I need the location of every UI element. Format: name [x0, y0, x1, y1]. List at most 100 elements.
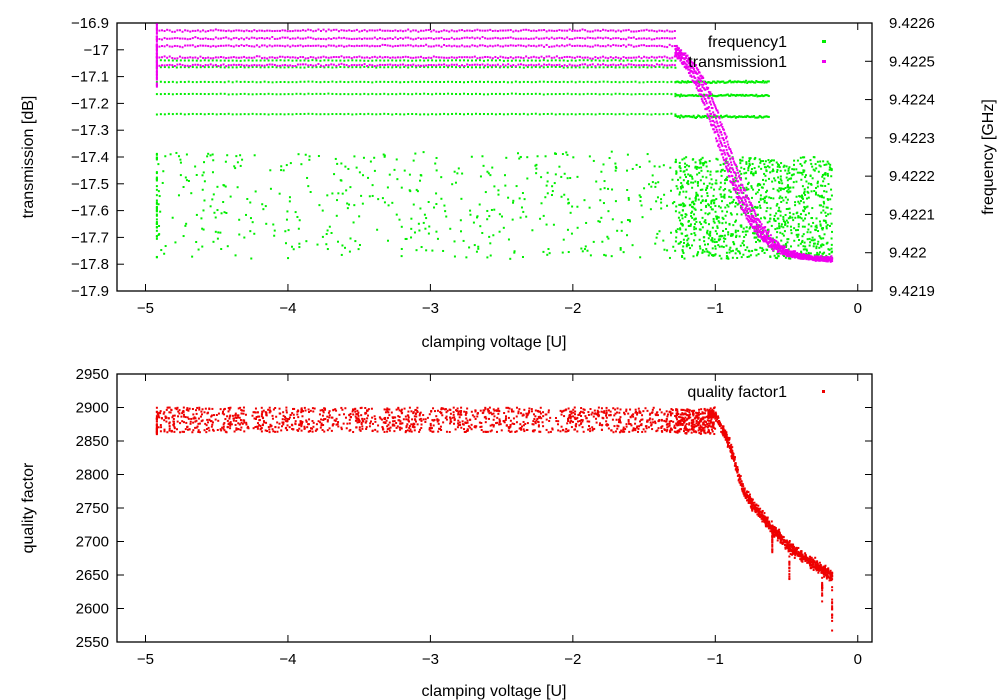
frequency1-point: [799, 163, 802, 166]
frequency1-point: [755, 93, 758, 96]
transmission1-point: [437, 30, 440, 33]
frequency1-point: [626, 219, 629, 222]
frequency1-point: [411, 112, 414, 115]
frequency1-point: [714, 81, 717, 84]
transmission1-point: [707, 97, 710, 100]
frequency1-point: [331, 113, 334, 116]
quality-factor1-point: [252, 411, 255, 414]
transmission1-point: [532, 29, 535, 32]
frequency1-point: [175, 59, 178, 62]
transmission1-point: [284, 36, 287, 39]
frequency1-point: [530, 92, 533, 95]
transmission1-point: [204, 44, 207, 47]
frequency1-point: [177, 194, 180, 197]
frequency1-point: [435, 113, 438, 116]
frequency1-point: [355, 80, 358, 83]
frequency1-point: [447, 80, 450, 83]
transmission1-point: [273, 29, 276, 32]
transmission1-point: [799, 257, 802, 260]
frequency1-point: [233, 165, 236, 168]
frequency1-point: [545, 223, 548, 226]
frequency1-point: [698, 221, 701, 224]
frequency1-point: [815, 245, 818, 248]
transmission1-point: [690, 74, 693, 77]
frequency1-point: [235, 113, 238, 116]
frequency1-point: [590, 80, 593, 83]
frequency1-point: [666, 81, 669, 84]
frequency1-point: [219, 113, 222, 116]
frequency1-point: [700, 195, 703, 198]
transmission1-point: [756, 229, 759, 232]
transmission1-point: [155, 43, 158, 46]
frequency1-point: [383, 155, 386, 158]
frequency1-point: [570, 80, 573, 83]
frequency1-point: [526, 59, 529, 62]
frequency1-point: [785, 176, 788, 179]
quality-factor1-point: [641, 418, 644, 421]
frequency1-point: [732, 198, 735, 201]
frequency1-point: [824, 172, 827, 175]
transmission1-point: [573, 56, 576, 59]
frequency1-point: [259, 66, 262, 69]
frequency1-point: [830, 175, 833, 178]
frequency1-point: [764, 174, 767, 177]
frequency1-point: [754, 205, 757, 208]
frequency1-point: [560, 175, 563, 178]
frequency1-point: [823, 202, 826, 205]
frequency1-point: [610, 59, 613, 62]
transmission1-point: [537, 63, 540, 66]
frequency1-point: [824, 184, 827, 187]
quality-factor1-point: [591, 411, 594, 414]
frequency1-point: [679, 240, 682, 243]
transmission1-point: [176, 57, 179, 60]
transmission1-point: [473, 44, 476, 47]
transmission1-point: [653, 65, 656, 68]
transmission1-point: [209, 63, 212, 66]
transmission1-point: [404, 55, 407, 58]
frequency1-point: [786, 238, 789, 241]
transmission1-point: [648, 45, 651, 48]
frequency1-point: [825, 214, 828, 217]
frequency1-point: [782, 226, 785, 229]
transmission1-point: [245, 36, 248, 39]
quality-factor1-point: [214, 418, 217, 421]
frequency1-point: [650, 59, 653, 62]
transmission1-point: [734, 164, 737, 167]
quality-factor1-point: [431, 419, 434, 422]
frequency1-point: [772, 159, 775, 162]
quality-factor1-point: [619, 408, 622, 411]
transmission1-point: [535, 64, 538, 67]
frequency1-point: [811, 165, 814, 168]
frequency1-point: [724, 179, 727, 182]
quality-factor1-point: [435, 415, 438, 418]
frequency1-point: [728, 251, 731, 254]
frequency1-point: [510, 65, 513, 68]
frequency1-point: [560, 195, 563, 198]
quality-factor1-point: [508, 407, 511, 410]
frequency1-point: [155, 202, 158, 205]
transmission1-point: [717, 144, 720, 147]
transmission1-point: [630, 56, 633, 59]
transmission1-point: [161, 64, 164, 67]
transmission1-point: [571, 44, 574, 47]
frequency1-point: [199, 66, 202, 69]
frequency1-point: [383, 112, 386, 115]
transmission1-point: [196, 29, 199, 32]
transmission1-point: [794, 255, 797, 258]
frequency1-point: [731, 256, 734, 259]
frequency1-point: [825, 206, 828, 209]
frequency1-point: [739, 252, 742, 255]
transmission1-point: [314, 44, 317, 47]
frequency1-point: [767, 177, 770, 180]
transmission1-point: [245, 56, 248, 59]
transmission1-point: [716, 130, 719, 133]
transmission1-point: [814, 256, 817, 259]
transmission1-point: [741, 206, 744, 209]
transmission1-point: [732, 160, 735, 163]
transmission1-point: [440, 36, 443, 39]
transmission1-point: [396, 56, 399, 59]
transmission1-point: [525, 55, 528, 58]
transmission1-point: [230, 38, 233, 41]
frequency1-point: [251, 80, 254, 83]
transmission1-point: [753, 230, 756, 233]
